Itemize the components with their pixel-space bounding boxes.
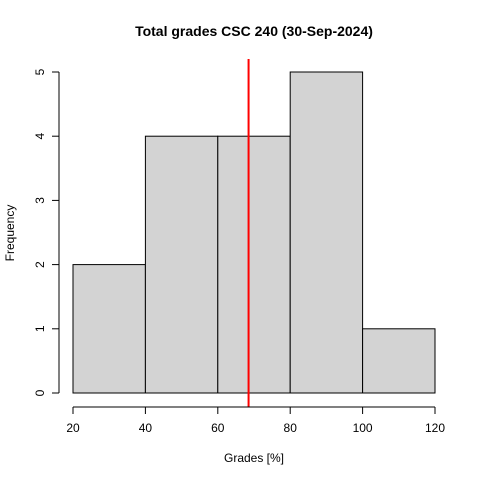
- x-axis: 20 40 60 80 100 120: [66, 406, 445, 435]
- x-axis-label: Grades [%]: [224, 451, 284, 465]
- histogram-bar-20-40: [72, 264, 146, 394]
- y-tick-label: 1: [33, 325, 47, 332]
- y-tick-label: 0: [33, 389, 47, 396]
- y-tick-label: 5: [33, 68, 47, 75]
- y-tick-label: 4: [33, 133, 47, 140]
- histogram-bar-80-100: [289, 71, 364, 394]
- x-tick-label: 120: [425, 421, 445, 435]
- chart-title: Total grades CSC 240 (30-Sep-2024): [135, 23, 373, 39]
- histogram-bar-60-80: [217, 135, 291, 394]
- x-tick-label: 20: [66, 421, 80, 435]
- histogram-bars: [72, 71, 436, 394]
- x-tick-label: 80: [284, 421, 298, 435]
- y-tick-label: 2: [33, 261, 47, 268]
- y-axis-label: Frequency: [3, 205, 17, 262]
- x-tick-label: 60: [211, 421, 225, 435]
- x-tick-label: 100: [353, 421, 373, 435]
- y-axis: 0 1 2 3 4 5: [33, 68, 60, 396]
- histogram-bar-40-60: [144, 135, 219, 394]
- x-tick-label: 40: [139, 421, 153, 435]
- y-tick-label: 3: [33, 197, 47, 204]
- histogram-bar-100-120: [362, 328, 436, 394]
